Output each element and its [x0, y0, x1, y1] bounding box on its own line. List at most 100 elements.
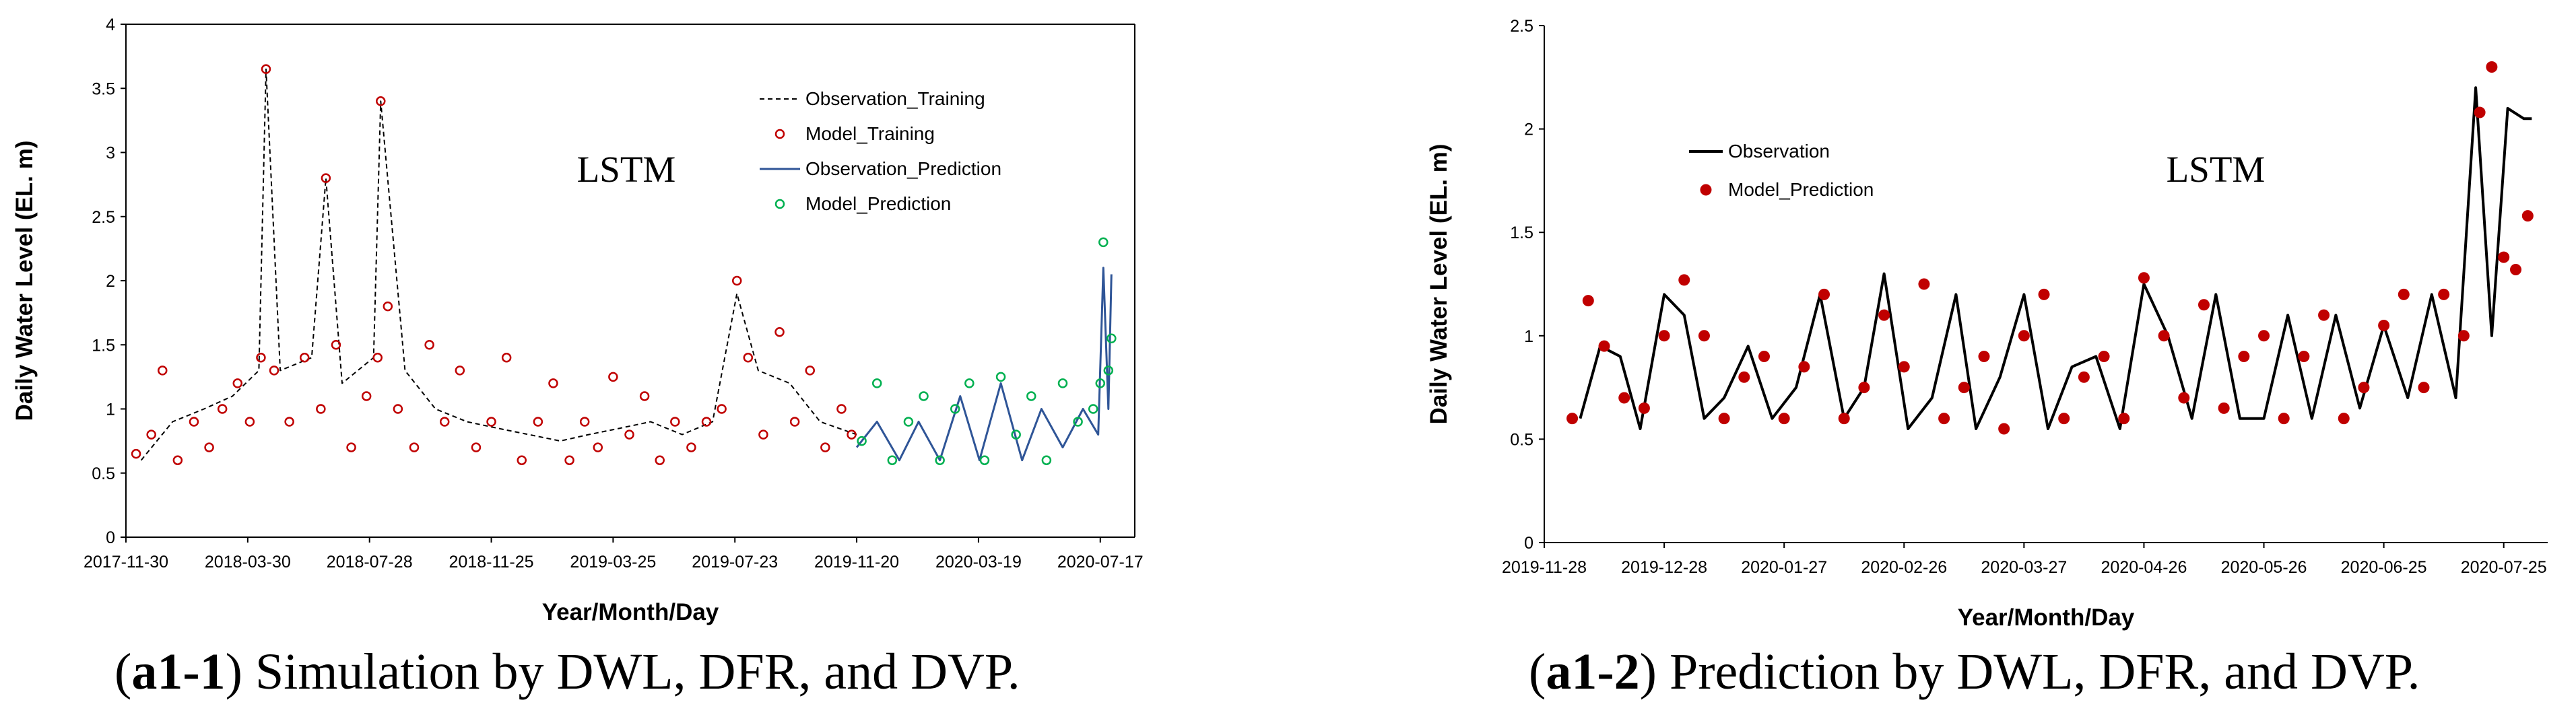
data-point-model-prediction — [1718, 413, 1730, 425]
data-point-model-prediction — [2038, 288, 2050, 300]
data-point-model-prediction — [2378, 319, 2390, 331]
x-axis-title: Year/Month/Day — [542, 599, 719, 625]
data-point-model-training — [820, 442, 830, 452]
data-point-model-prediction — [1057, 378, 1068, 388]
data-point-model-training — [284, 417, 294, 427]
legend-label: Model_Prediction — [805, 193, 951, 214]
x-tick-label: 2020-04-26 — [2101, 558, 2187, 577]
y-axis-title: Daily Water Level (EL. m) — [1426, 144, 1452, 425]
data-point-model-prediction — [1026, 391, 1036, 401]
caption-left-text: Simulation by DWL, DFR, and DVP. — [255, 644, 1020, 700]
data-point-model-training — [717, 404, 727, 414]
y-tick-label: 1 — [106, 401, 115, 419]
data-point-model-training — [731, 275, 742, 286]
data-point-model-prediction — [1638, 402, 1650, 414]
data-point-model-prediction — [1678, 274, 1690, 286]
data-point-model-prediction — [1598, 340, 1610, 352]
legend-swatch-marker — [774, 129, 785, 139]
data-point-model-prediction — [2098, 351, 2110, 363]
legend-label: Model_Training — [805, 123, 935, 144]
model-label: LSTM — [577, 149, 676, 190]
data-point-model-prediction — [1798, 361, 1810, 373]
data-point-model-training — [261, 64, 271, 74]
data-point-model-prediction — [1088, 404, 1098, 414]
data-point-model-prediction — [1858, 382, 1870, 394]
x-tick-label: 2019-11-20 — [814, 553, 899, 572]
data-point-model-prediction — [2058, 413, 2070, 425]
x-tick-label: 2017-11-30 — [84, 553, 168, 572]
data-point-model-prediction — [1095, 378, 1106, 388]
data-point-model-prediction — [1073, 417, 1083, 427]
data-point-model-training — [383, 301, 393, 312]
data-point-model-training — [533, 417, 543, 427]
data-point-model-prediction — [2486, 61, 2498, 73]
data-point-model-prediction — [903, 417, 914, 427]
data-point-model-prediction — [2158, 330, 2170, 342]
caption-right-text: Prediction by DWL, DFR, and DVP. — [1669, 644, 2420, 700]
y-tick-label: 0 — [1524, 534, 1533, 553]
data-point-model-prediction — [2498, 251, 2510, 263]
data-point-model-prediction — [2338, 413, 2350, 425]
y-tick-label: 1.5 — [92, 336, 115, 355]
data-point-model-prediction — [1103, 366, 1114, 376]
x-tick-label: 2019-03-25 — [570, 553, 656, 572]
series-line-observation — [1579, 86, 2532, 430]
data-point-model-prediction — [1778, 413, 1790, 425]
data-point-model-training — [424, 340, 434, 350]
data-point-model-training — [564, 455, 574, 465]
data-point-model-prediction — [2258, 330, 2270, 342]
data-point-model-prediction — [1698, 330, 1710, 342]
data-point-model-training — [361, 391, 372, 401]
data-point-model-prediction — [919, 391, 929, 401]
x-tick-label: 2018-11-25 — [449, 553, 534, 572]
data-point-model-prediction — [1041, 455, 1052, 465]
data-point-model-prediction — [1011, 429, 1021, 440]
data-point-model-training — [455, 366, 465, 376]
data-point-model-training — [686, 442, 696, 452]
data-point-model-prediction — [1958, 382, 1970, 394]
data-point-model-training — [836, 404, 847, 414]
data-point-model-prediction — [1098, 237, 1109, 248]
data-point-model-training — [639, 391, 650, 401]
data-point-model-prediction — [1618, 392, 1630, 404]
y-tick-label: 2 — [1524, 120, 1533, 139]
data-point-model-prediction — [1738, 371, 1750, 383]
data-point-model-prediction — [964, 378, 975, 388]
data-point-model-training — [517, 455, 527, 465]
y-tick-label: 2 — [106, 272, 115, 291]
x-tick-label: 2020-02-26 — [1861, 558, 1947, 577]
x-tick-label: 2019-07-23 — [692, 553, 778, 572]
chart-prediction: 0 0.5 1 1.5 2 2.5 2019-11-28 2019-12-28 2020-01-… — [1426, 17, 2548, 631]
data-point-model-training — [316, 404, 326, 414]
data-point-model-prediction — [1758, 351, 1770, 363]
data-point-model-training — [376, 96, 386, 106]
legend-label: Observation_Prediction — [805, 158, 1001, 179]
data-point-model-training — [743, 353, 754, 363]
data-point-model-prediction — [2138, 272, 2150, 284]
y-tick-label: 0.5 — [1510, 430, 1533, 449]
data-point-model-training — [548, 378, 558, 388]
data-point-model-training — [847, 429, 857, 440]
caption-left-label: a1-1 — [131, 644, 226, 700]
data-point-model-training — [232, 378, 243, 388]
data-point-model-prediction — [2438, 288, 2450, 300]
x-axis-title: Year/Month/Day — [1958, 604, 2135, 631]
y-tick-label: 1.5 — [1510, 223, 1533, 242]
data-point-model-training — [501, 353, 512, 363]
data-point-model-training — [789, 417, 800, 427]
y-tick-label: 3 — [106, 144, 115, 163]
data-point-model-prediction — [1978, 351, 1990, 363]
data-point-model-training — [774, 326, 785, 337]
legend-label: Observation — [1728, 141, 1830, 162]
data-point-model-prediction — [2474, 106, 2486, 118]
data-point-model-training — [471, 442, 482, 452]
data-point-model-prediction — [1582, 295, 1594, 307]
data-point-model-prediction — [887, 455, 898, 465]
data-point-model-prediction — [1566, 413, 1579, 425]
x-tick-label: 2019-11-28 — [1502, 558, 1587, 577]
data-point-model-training — [256, 353, 266, 363]
data-point-model-prediction — [1998, 423, 2010, 435]
caption-left: (a1-1) Simulation by DWL, DFR, and DVP. — [114, 644, 1020, 700]
legend-swatch-marker — [1700, 184, 1712, 196]
data-point-model-training — [701, 417, 712, 427]
